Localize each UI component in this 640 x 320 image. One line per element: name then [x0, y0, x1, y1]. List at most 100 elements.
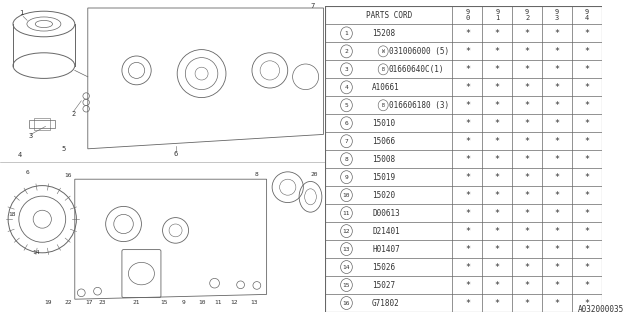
Text: *: * [495, 155, 500, 164]
Text: *: * [525, 119, 530, 128]
Text: *: * [465, 29, 470, 38]
Text: 2: 2 [344, 49, 348, 54]
Text: A032000035: A032000035 [578, 305, 624, 314]
Text: 23: 23 [99, 300, 106, 305]
Text: *: * [584, 155, 589, 164]
Text: 15208: 15208 [372, 29, 396, 38]
Text: *: * [555, 101, 559, 110]
Text: 12: 12 [342, 228, 350, 234]
Text: *: * [495, 281, 500, 290]
Text: *: * [525, 281, 530, 290]
Text: *: * [555, 244, 559, 253]
Text: *: * [465, 47, 470, 56]
Text: 11: 11 [214, 300, 221, 305]
Text: 01660640C(1): 01660640C(1) [388, 65, 444, 74]
Text: *: * [525, 137, 530, 146]
Text: 4: 4 [17, 152, 22, 158]
Text: *: * [495, 244, 500, 253]
Text: 9
4: 9 4 [585, 9, 589, 21]
Text: 19: 19 [44, 300, 52, 305]
Text: 21: 21 [133, 300, 140, 305]
Text: *: * [555, 281, 559, 290]
Text: G71802: G71802 [372, 299, 400, 308]
Text: PARTS CORD: PARTS CORD [365, 11, 412, 20]
Text: 10: 10 [198, 300, 205, 305]
Text: 14: 14 [342, 265, 350, 269]
Text: 15008: 15008 [372, 155, 396, 164]
Text: 2: 2 [71, 111, 76, 116]
Text: *: * [584, 299, 589, 308]
Text: 9: 9 [344, 175, 348, 180]
Text: 16: 16 [65, 173, 72, 178]
Text: *: * [555, 155, 559, 164]
Text: *: * [525, 227, 530, 236]
Text: *: * [525, 155, 530, 164]
Text: *: * [584, 101, 589, 110]
Text: 9
0: 9 0 [465, 9, 470, 21]
Text: A10661: A10661 [372, 83, 400, 92]
Text: *: * [465, 137, 470, 146]
Text: 14: 14 [32, 250, 40, 255]
Text: *: * [555, 83, 559, 92]
Text: 9
1: 9 1 [495, 9, 499, 21]
Text: *: * [525, 209, 530, 218]
Text: 17: 17 [86, 300, 93, 305]
Text: *: * [525, 244, 530, 253]
Text: 7: 7 [344, 139, 348, 144]
Text: 9: 9 [182, 300, 186, 305]
Text: D00613: D00613 [372, 209, 400, 218]
Text: *: * [525, 65, 530, 74]
Text: 6: 6 [173, 151, 178, 156]
Text: *: * [555, 65, 559, 74]
Text: 15010: 15010 [372, 119, 396, 128]
Text: 15027: 15027 [372, 281, 396, 290]
Text: 13: 13 [342, 247, 350, 252]
Text: *: * [555, 209, 559, 218]
Text: *: * [555, 227, 559, 236]
Text: *: * [495, 29, 500, 38]
Text: *: * [584, 244, 589, 253]
Text: *: * [465, 101, 470, 110]
Text: *: * [495, 101, 500, 110]
Text: *: * [495, 137, 500, 146]
Text: 6: 6 [344, 121, 348, 126]
Text: 15066: 15066 [372, 137, 396, 146]
Text: *: * [555, 47, 559, 56]
Text: *: * [495, 209, 500, 218]
Text: 20: 20 [310, 172, 317, 177]
Text: 6: 6 [26, 170, 29, 175]
Text: *: * [495, 119, 500, 128]
Text: *: * [465, 173, 470, 182]
Text: *: * [465, 262, 470, 272]
Text: 031006000 (5): 031006000 (5) [388, 47, 449, 56]
Text: 15026: 15026 [372, 262, 396, 272]
Text: *: * [525, 29, 530, 38]
Text: 016606180 (3): 016606180 (3) [388, 101, 449, 110]
Text: *: * [584, 227, 589, 236]
Text: *: * [525, 47, 530, 56]
Text: 13: 13 [250, 300, 257, 305]
Text: *: * [495, 299, 500, 308]
Text: *: * [584, 209, 589, 218]
Text: *: * [525, 299, 530, 308]
Text: *: * [495, 227, 500, 236]
Text: 5: 5 [344, 103, 348, 108]
Text: *: * [465, 83, 470, 92]
Text: *: * [465, 209, 470, 218]
Text: 8: 8 [255, 172, 259, 177]
Text: 1: 1 [19, 10, 23, 16]
Text: *: * [555, 191, 559, 200]
Text: 10: 10 [342, 193, 350, 198]
Text: *: * [465, 119, 470, 128]
Text: *: * [525, 101, 530, 110]
Text: *: * [525, 83, 530, 92]
Text: 18: 18 [8, 212, 16, 217]
Text: *: * [465, 155, 470, 164]
Text: *: * [584, 47, 589, 56]
Text: *: * [555, 299, 559, 308]
Text: *: * [465, 65, 470, 74]
Text: W: W [381, 49, 385, 54]
Text: *: * [584, 191, 589, 200]
Text: *: * [584, 262, 589, 272]
Text: 15019: 15019 [372, 173, 396, 182]
